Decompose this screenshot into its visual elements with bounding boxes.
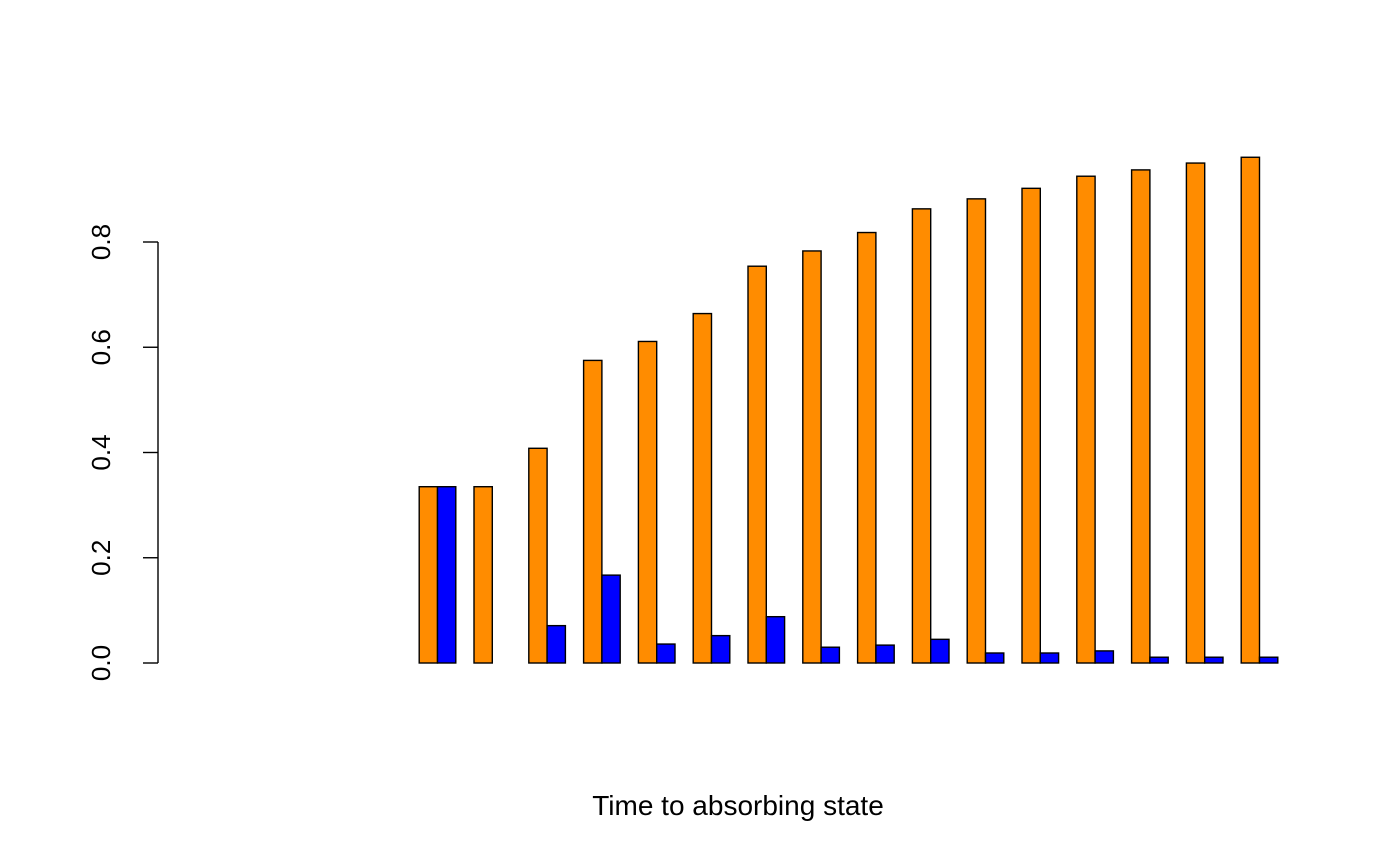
bar-series2-group19 [1203, 656, 1224, 664]
bar-series2-group11 [765, 615, 786, 664]
bar-series2-group12 [820, 646, 841, 664]
x-axis-label: Time to absorbing state [592, 790, 884, 821]
bar-series2-group16 [1039, 652, 1060, 664]
bar-series1-group5 [418, 486, 439, 664]
bar-series1-group7 [528, 447, 548, 664]
bar-series2-group7 [546, 624, 567, 664]
bar-series2-group15 [984, 652, 1005, 664]
bar-series2-group13 [875, 644, 895, 664]
bar-series1-group11 [747, 265, 767, 664]
bar-series2-group9 [656, 643, 676, 664]
bar-series1-group14 [911, 208, 932, 664]
bar-series1-group17 [1076, 175, 1096, 664]
y-tick-label: 0.6 [86, 329, 116, 365]
bar-series1-group16 [1021, 187, 1041, 664]
bar-series1-group6 [473, 486, 493, 664]
bar-series2-group20 [1258, 656, 1279, 664]
bar-series1-group20 [1240, 156, 1261, 664]
bar-series1-group18 [1130, 169, 1151, 664]
bar-series1-group15 [966, 198, 987, 664]
bar-series2-group17 [1094, 650, 1115, 664]
bars-layer [418, 156, 1279, 664]
bar-series2-group14 [930, 638, 950, 664]
bar-series1-group19 [1185, 162, 1206, 664]
bar-series1-group9 [637, 340, 658, 664]
bar-series1-group8 [582, 359, 603, 664]
y-tick-label: 0.4 [86, 434, 116, 470]
y-tick-label: 0.2 [86, 540, 116, 576]
bar-series2-group8 [601, 574, 621, 664]
y-axis: 0.0 0.2 0.4 0.6 0.8 [86, 224, 159, 681]
y-tick-label: 0.8 [86, 224, 116, 260]
bar-series1-group13 [856, 231, 877, 664]
bar-series2-group5 [436, 486, 457, 664]
bar-series1-group10 [692, 312, 713, 664]
bar-series2-group18 [1149, 656, 1169, 664]
bar-series1-group12 [802, 250, 822, 664]
bar-series2-group10 [710, 634, 731, 664]
y-tick-label: 0.0 [86, 645, 116, 681]
